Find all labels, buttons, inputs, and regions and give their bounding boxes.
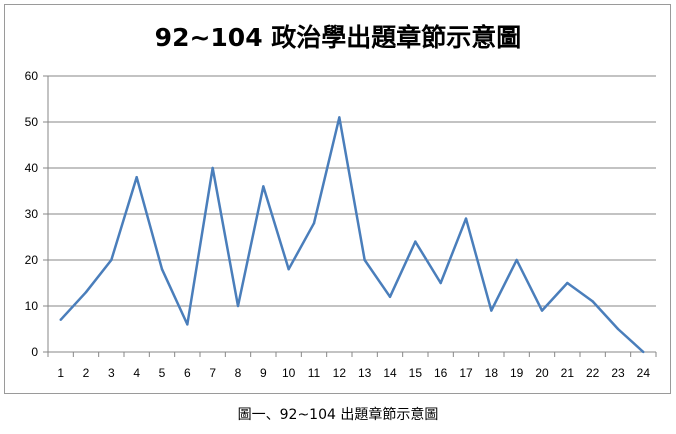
data-point (363, 258, 366, 262)
data-point (236, 304, 240, 308)
data-point (515, 258, 518, 262)
figure-caption: 圖一、92~104 出題章節示意圖 (237, 407, 439, 423)
y-tick-label: 20 (25, 253, 39, 267)
x-tick-label: 10 (282, 366, 296, 380)
x-tick-label: 11 (308, 366, 321, 380)
x-tick-label: 21 (561, 366, 575, 380)
series-layer (59, 116, 645, 354)
data-point (211, 166, 214, 170)
chart-title: 92~104 政治學出題章節示意圖 (155, 23, 522, 52)
chart-frame (4, 4, 671, 394)
data-point (135, 176, 138, 179)
data-point (262, 185, 265, 188)
x-tick-label: 5 (159, 366, 166, 380)
y-tick-label: 0 (31, 345, 38, 359)
data-point (186, 323, 189, 326)
x-tick-label: 18 (485, 366, 499, 380)
x-axis-ticks: 1 2 3 4 5 6 7 8 9 10 11 12 13 14 15 16 17 18 19 20 21 22 23 24 (47, 352, 657, 380)
x-tick-label: 13 (358, 366, 372, 380)
y-tick-label: 50 (25, 115, 39, 129)
data-point (388, 295, 392, 298)
x-tick-label: 20 (535, 366, 549, 380)
x-tick-label: 12 (333, 366, 347, 380)
x-tick-label: 8 (235, 366, 242, 380)
x-tick-label: 1 (57, 366, 64, 380)
y-tick-label: 30 (25, 207, 39, 221)
x-tick-label: 4 (133, 366, 140, 380)
x-tick-label: 14 (383, 366, 397, 380)
x-tick-label: 24 (637, 366, 651, 380)
data-point (490, 309, 493, 312)
y-tick-label: 60 (25, 69, 39, 83)
data-point (59, 318, 62, 321)
data-point (591, 300, 594, 303)
x-tick-label: 19 (510, 366, 524, 380)
x-tick-label: 22 (586, 366, 600, 380)
x-tick-label: 6 (184, 366, 191, 380)
x-tick-label: 17 (459, 366, 473, 380)
data-point (642, 350, 645, 354)
x-tick-label: 15 (409, 366, 423, 380)
data-point (287, 268, 290, 271)
data-point (464, 217, 468, 220)
data-point (616, 327, 620, 331)
data-point (566, 281, 569, 285)
data-point (110, 258, 113, 262)
data-point (439, 281, 442, 285)
x-tick-label: 2 (83, 366, 90, 380)
data-point (338, 116, 341, 119)
x-tick-label: 23 (611, 366, 625, 380)
data-point (312, 222, 316, 225)
data-point (160, 268, 164, 271)
series-line-0 (59, 116, 645, 353)
gridlines (47, 75, 656, 353)
x-tick-label: 9 (260, 366, 267, 380)
y-axis-ticks: 0 10 20 30 40 50 60 (25, 69, 48, 359)
data-point (540, 309, 544, 312)
y-tick-label: 10 (25, 299, 39, 313)
x-tick-label: 16 (434, 366, 448, 380)
data-point (84, 291, 88, 294)
data-point (414, 240, 417, 243)
x-tick-label: 7 (209, 366, 216, 380)
y-tick-label: 40 (25, 161, 39, 175)
x-tick-label: 3 (108, 366, 115, 380)
